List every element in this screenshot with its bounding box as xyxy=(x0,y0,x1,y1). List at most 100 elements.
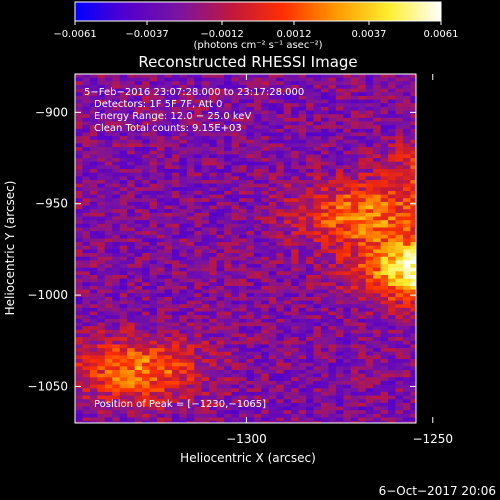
heatmap-cell xyxy=(238,158,248,163)
heatmap-cell xyxy=(358,421,367,423)
heatmap-cell xyxy=(388,274,397,280)
heatmap-cell xyxy=(127,103,136,108)
heatmap-cell xyxy=(350,106,359,112)
heatmap-cell xyxy=(186,344,195,349)
heatmap-cell xyxy=(320,370,330,375)
heatmap-cell xyxy=(246,150,255,155)
heatmap-cell xyxy=(268,337,277,342)
heatmap-cell xyxy=(104,139,113,145)
heatmap-cell xyxy=(268,74,277,79)
heatmap-cell xyxy=(283,410,292,415)
heatmap-cell xyxy=(216,322,225,327)
heatmap-cell xyxy=(335,92,344,97)
heatmap-cell xyxy=(209,212,218,218)
heatmap-cell xyxy=(373,366,382,371)
heatmap-cell xyxy=(164,322,173,327)
heatmap-cell xyxy=(156,355,166,360)
heatmap-cell xyxy=(313,183,322,188)
heatmap-cell xyxy=(209,304,218,309)
heatmap-cell xyxy=(328,158,337,163)
heatmap-cell xyxy=(209,293,218,298)
heatmap-cell xyxy=(89,110,98,115)
heatmap-cell xyxy=(82,154,91,159)
heatmap-cell xyxy=(127,326,136,331)
heatmap-cell xyxy=(365,249,374,254)
heatmap-cell xyxy=(171,282,180,287)
heatmap-cell xyxy=(320,136,330,141)
heatmap-cell xyxy=(89,150,98,155)
heatmap-cell xyxy=(380,172,389,177)
heatmap-cell xyxy=(335,77,344,82)
heatmap-cell xyxy=(186,355,195,360)
heatmap-cell xyxy=(224,264,233,269)
heatmap-cell xyxy=(75,359,84,364)
heatmap-cell xyxy=(388,158,397,163)
heatmap-cell xyxy=(127,128,136,134)
heatmap-cell xyxy=(350,220,359,225)
heatmap-cell xyxy=(410,264,416,269)
heatmap-cell xyxy=(246,190,255,196)
heatmap-cell xyxy=(112,344,121,349)
heatmap-cell xyxy=(410,117,416,123)
heatmap-cell xyxy=(209,139,218,145)
heatmap-cell xyxy=(410,322,416,327)
heatmap-cell xyxy=(283,125,292,130)
heatmap-cell xyxy=(350,406,359,411)
heatmap-cell xyxy=(119,128,128,134)
heatmap-cell xyxy=(418,392,426,396)
heatmap-cell xyxy=(82,161,91,166)
heatmap-cell xyxy=(388,348,397,353)
heatmap-cell xyxy=(410,216,416,221)
heatmap-cell xyxy=(343,205,352,210)
heatmap-cell xyxy=(209,351,218,356)
heatmap-cell xyxy=(343,402,352,408)
heatmap-cell xyxy=(201,274,210,280)
heatmap-cell xyxy=(179,172,188,177)
heatmap-cell xyxy=(134,282,143,287)
heatmap-cell xyxy=(276,198,285,203)
heatmap-cell xyxy=(328,147,337,152)
heatmap-cell xyxy=(276,366,285,371)
heatmap-cell xyxy=(373,81,382,86)
heatmap-cell xyxy=(97,377,106,382)
heatmap-cell xyxy=(164,132,173,137)
heatmap-cell xyxy=(335,125,344,130)
heatmap-cell xyxy=(97,267,106,272)
heatmap-cell xyxy=(261,121,270,126)
heatmap-cell xyxy=(179,227,188,232)
heatmap-cell xyxy=(209,198,218,203)
heatmap-cell xyxy=(320,132,330,137)
heatmap-cell xyxy=(156,362,166,367)
heatmap-cell xyxy=(284,425,292,429)
heatmap-cell xyxy=(164,147,173,152)
heatmap-cell xyxy=(395,366,404,371)
heatmap-cell xyxy=(149,249,158,254)
heatmap-cell xyxy=(343,194,352,199)
heatmap-cell xyxy=(410,227,416,232)
heatmap-cell xyxy=(119,227,128,232)
heatmap-cell xyxy=(402,117,412,123)
heatmap-cell xyxy=(224,267,233,272)
heatmap-cell xyxy=(231,373,240,378)
heatmap-cell xyxy=(97,402,106,408)
heatmap-cell xyxy=(358,274,367,280)
heatmap-cell xyxy=(410,74,416,79)
heatmap-cell xyxy=(298,81,307,86)
heatmap-cell xyxy=(119,212,128,218)
heatmap-cell xyxy=(343,304,352,309)
heatmap-cell xyxy=(298,220,307,225)
heatmap-cell xyxy=(149,388,158,393)
heatmap-cell xyxy=(134,289,143,294)
heatmap-cell xyxy=(216,391,225,397)
heatmap-cell xyxy=(373,413,382,419)
heatmap-cell xyxy=(410,425,418,429)
heatmap-cell xyxy=(142,355,151,360)
heatmap-cell xyxy=(350,190,359,196)
heatmap-cell xyxy=(149,410,158,415)
heatmap-cell xyxy=(224,278,233,283)
heatmap-cell xyxy=(365,172,374,177)
heatmap-cell xyxy=(268,227,277,232)
heatmap-cell xyxy=(186,110,195,115)
heatmap-cell xyxy=(171,340,180,346)
heatmap-cell xyxy=(104,311,113,316)
